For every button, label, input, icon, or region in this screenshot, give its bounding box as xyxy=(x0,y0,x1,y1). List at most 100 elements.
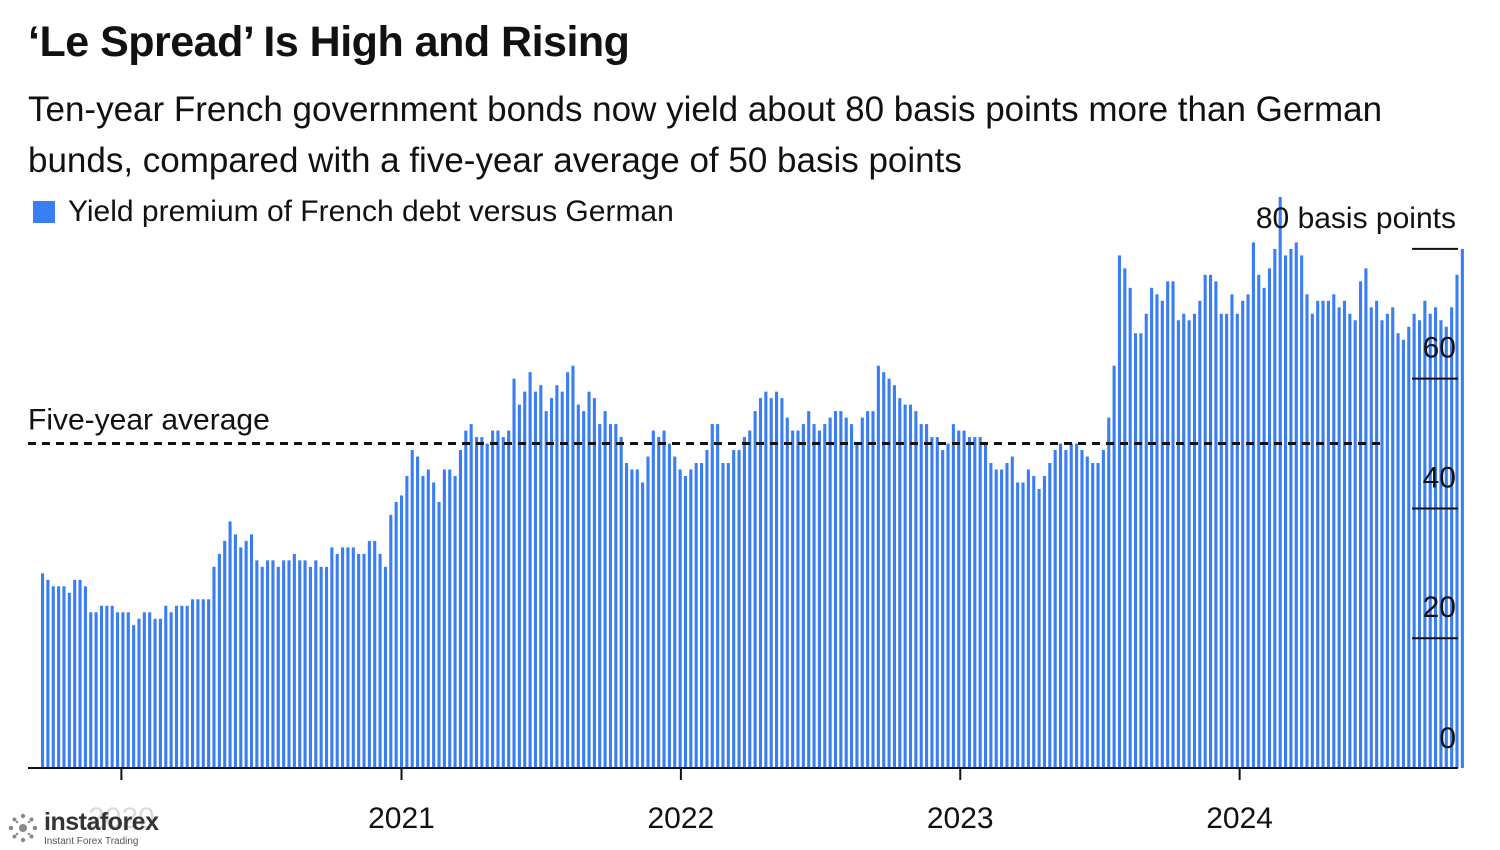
bar xyxy=(158,618,162,768)
y-tick-label: 40 xyxy=(1423,461,1456,494)
y-tick-label: 20 xyxy=(1423,591,1456,624)
bar xyxy=(908,404,913,768)
bar xyxy=(1235,313,1239,768)
bar xyxy=(1112,365,1116,768)
bar xyxy=(73,579,77,768)
bar xyxy=(817,430,821,768)
bar xyxy=(185,605,189,768)
bar xyxy=(1251,242,1255,768)
bar xyxy=(1326,300,1330,768)
bar xyxy=(405,476,409,768)
watermark-tagline: Instant Forex Trading xyxy=(44,835,139,847)
bar xyxy=(416,456,420,768)
bar xyxy=(726,463,730,768)
bar xyxy=(228,521,232,768)
bar xyxy=(458,450,462,768)
bar xyxy=(1396,333,1400,768)
bar xyxy=(324,566,329,768)
bar xyxy=(1241,300,1245,768)
bar xyxy=(1032,476,1036,768)
bar xyxy=(855,443,859,768)
bar xyxy=(528,372,532,768)
bar xyxy=(742,437,746,768)
bar xyxy=(351,547,355,768)
bar xyxy=(410,450,414,768)
watermark: instaforex Instant Forex Trading xyxy=(0,806,182,850)
bar xyxy=(662,430,666,768)
bar xyxy=(1016,482,1020,768)
bar xyxy=(769,398,773,768)
chart-title: ‘Le Spread’ Is High and Rising xyxy=(28,18,630,66)
bar xyxy=(266,560,270,768)
bar xyxy=(1075,443,1079,768)
bar xyxy=(67,592,71,768)
bar xyxy=(367,540,371,768)
bar xyxy=(1342,300,1347,768)
bar xyxy=(174,605,179,768)
bar xyxy=(555,385,559,768)
bar xyxy=(1107,417,1111,768)
bar xyxy=(282,560,286,768)
bar xyxy=(957,430,961,768)
bar xyxy=(1289,248,1293,768)
bar xyxy=(898,398,902,768)
bar xyxy=(421,476,425,768)
bar xyxy=(271,560,275,768)
bar xyxy=(935,437,939,768)
bar xyxy=(1069,443,1073,768)
bar xyxy=(1407,326,1411,768)
bar xyxy=(1085,456,1089,768)
bar xyxy=(491,430,495,768)
bar xyxy=(442,469,446,768)
starburst-logo-icon xyxy=(8,813,38,843)
bar xyxy=(539,385,543,768)
bar xyxy=(758,398,763,768)
bar xyxy=(951,424,955,768)
bar xyxy=(164,605,168,768)
bar xyxy=(737,450,741,768)
bar xyxy=(153,618,157,768)
bar xyxy=(576,404,580,768)
bar xyxy=(1428,313,1432,768)
bar xyxy=(1091,463,1095,768)
bar xyxy=(1021,482,1025,768)
bar xyxy=(501,437,505,768)
bar xyxy=(276,566,280,768)
bar xyxy=(1294,242,1298,768)
bar xyxy=(1192,313,1197,768)
bar xyxy=(678,469,682,768)
bar xyxy=(335,553,339,768)
bar xyxy=(1187,320,1191,768)
bar xyxy=(394,501,398,768)
bar xyxy=(1219,313,1223,768)
bar xyxy=(191,599,195,768)
bar xyxy=(1273,248,1277,768)
bar xyxy=(571,365,575,768)
bar xyxy=(62,586,66,768)
y-tick-label: 0 xyxy=(1439,722,1456,755)
y-tick-label: 60 xyxy=(1423,332,1456,365)
bar xyxy=(1230,294,1234,768)
bar xyxy=(1332,294,1336,768)
bar xyxy=(1385,313,1389,768)
bar xyxy=(566,372,570,768)
bar xyxy=(1133,333,1138,768)
bar xyxy=(646,456,650,768)
bar xyxy=(608,424,613,768)
bar xyxy=(448,469,452,768)
bar xyxy=(239,547,243,768)
bar xyxy=(582,411,586,768)
x-tick-label: 2023 xyxy=(927,802,994,835)
bar xyxy=(255,560,259,768)
bar xyxy=(126,612,130,768)
bar xyxy=(914,411,918,768)
bar xyxy=(871,411,875,768)
bar xyxy=(967,437,971,768)
bar xyxy=(812,424,816,768)
bar xyxy=(807,411,811,768)
bar xyxy=(212,566,216,768)
bar xyxy=(1455,274,1459,768)
bar xyxy=(716,424,720,768)
bar xyxy=(892,385,896,768)
bar xyxy=(1160,300,1164,768)
